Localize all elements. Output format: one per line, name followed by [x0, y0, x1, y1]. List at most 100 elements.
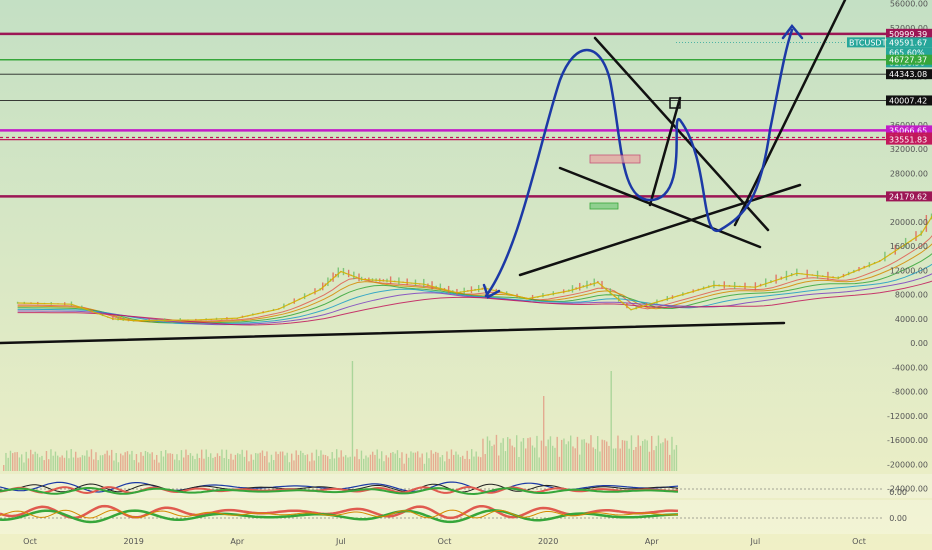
oscillator-tick-label: 0.00 [889, 488, 907, 497]
volume-bar [502, 438, 504, 471]
volume-bar [144, 450, 147, 471]
volume-bar [561, 439, 563, 471]
volume-bar [212, 457, 214, 471]
volume-bar [135, 454, 138, 471]
volume-bar [41, 455, 43, 471]
volume-bar [205, 449, 207, 471]
volume-bar [241, 449, 243, 471]
volume-bar [63, 457, 66, 471]
candle [463, 287, 465, 295]
volume-bar [178, 460, 180, 471]
volume-bar [511, 445, 513, 471]
volume-bar [192, 455, 194, 471]
y-tick-label: -8000.00 [892, 388, 928, 397]
y-tick-label: 4000.00 [895, 315, 928, 324]
volume-bar [43, 460, 45, 471]
volume-bar [306, 454, 309, 471]
projection-arrowhead [482, 283, 501, 299]
volume-bar [315, 449, 318, 471]
volume-bar [473, 456, 475, 471]
volume-bar [126, 451, 129, 471]
volume-bar [624, 440, 626, 471]
volume-bar [378, 458, 381, 471]
x-tick-label: 2020 [538, 537, 558, 546]
volume-bar [140, 452, 142, 471]
supply-zone-box [589, 154, 641, 164]
y-tick-label: -12000.00 [887, 412, 928, 421]
oscillator-line-red [0, 504, 679, 520]
volume-bar [635, 447, 637, 471]
volume-bar [282, 451, 284, 471]
volume-bar [102, 455, 104, 471]
volume-bar [669, 454, 671, 471]
volume-bar [498, 455, 500, 471]
x-tick-label: 2019 [123, 537, 143, 546]
volume-bar [374, 454, 376, 471]
moving-average-line [17, 253, 932, 324]
volume-bar [311, 452, 313, 471]
trendline-support [0, 321, 786, 345]
volume-bar [480, 457, 482, 471]
volume-bar [77, 457, 79, 471]
volume-bar [171, 453, 174, 471]
volume-bar [88, 456, 90, 471]
volume-bar [194, 459, 196, 471]
trendline-rising [518, 183, 802, 277]
volume-bar [104, 453, 106, 471]
candle [571, 285, 574, 293]
volume-bar [592, 447, 594, 471]
candle [337, 267, 339, 278]
volume-bar [554, 447, 556, 471]
volume-bar [288, 462, 291, 471]
candle [389, 276, 392, 284]
volume-bar [273, 460, 275, 471]
volume-bar [552, 445, 554, 471]
candle [601, 280, 603, 289]
volume-bar [255, 453, 257, 471]
volume-bar [495, 434, 498, 471]
volume-bar [39, 457, 41, 471]
volume-bar [426, 452, 428, 471]
volume-bar [169, 453, 171, 471]
volume-bar [657, 435, 660, 471]
price-badge-label: 50999.39 [889, 30, 927, 39]
volume-bar [201, 449, 203, 471]
volume-bar [99, 455, 102, 471]
horizontal-levels [0, 32, 888, 198]
y-tick-label: 36000.00 [890, 121, 928, 130]
y-tick-label: 8000.00 [895, 291, 928, 300]
volume-bar [610, 371, 612, 471]
price-candles [16, 213, 932, 322]
volume-bar [3, 465, 5, 471]
volume-bar [329, 458, 331, 471]
candle [733, 281, 736, 289]
volume-bar [34, 451, 36, 471]
volume-bar [572, 446, 574, 471]
volume-bar [633, 449, 635, 471]
volume-bar [410, 451, 412, 471]
volume-bar [52, 455, 54, 471]
volume-bar [5, 452, 7, 471]
volume-bar [237, 453, 239, 471]
x-tick-label: Apr [645, 537, 660, 546]
volume-bar [138, 462, 140, 471]
y-tick-label: 52000.00 [890, 24, 928, 33]
volume-bar [369, 454, 372, 471]
volume-bar [358, 459, 360, 471]
volume-bar [615, 448, 617, 471]
volume-bar [567, 441, 570, 471]
volume-bar [621, 440, 624, 471]
candle [593, 278, 595, 287]
volume-bar [493, 444, 495, 471]
volume-bar [565, 444, 567, 471]
volume-bar [68, 458, 70, 471]
volume-bar [504, 451, 507, 471]
demand-zone-box [589, 202, 619, 210]
volume-bar [462, 455, 464, 471]
volume-bar [563, 438, 565, 471]
oscillator-line-orange [0, 509, 679, 519]
candle [806, 269, 808, 278]
volume-bar [455, 451, 457, 471]
candle [785, 270, 788, 281]
